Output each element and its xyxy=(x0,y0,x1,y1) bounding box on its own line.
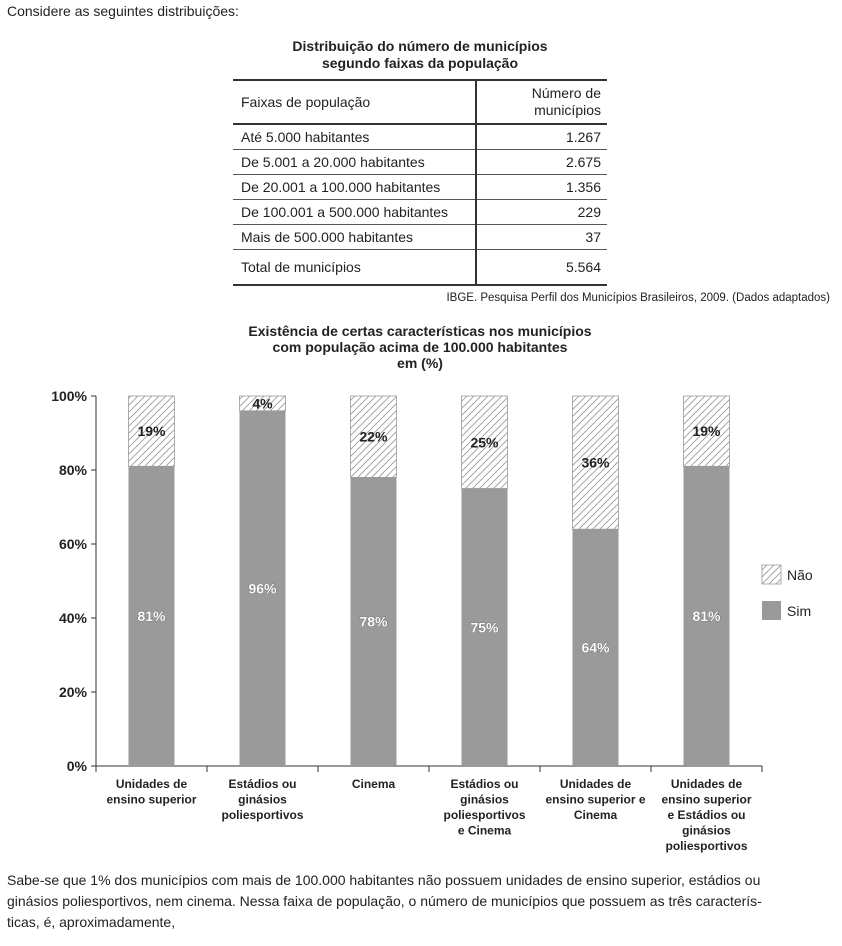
table-row: De 5.001 a 20.000 habitantes 2.675 xyxy=(233,149,607,175)
chart-title-line1: Existência de certas características nos… xyxy=(248,323,592,339)
row-value: 2.675 xyxy=(476,149,607,175)
table-row: Mais de 500.000 habitantes 37 xyxy=(233,224,607,250)
legend-swatch-sim xyxy=(762,601,781,620)
data-label-sim: 81% xyxy=(137,608,166,624)
bar-nao-5 xyxy=(572,395,619,530)
chart-title-line2: com população acima de 100.000 habitante… xyxy=(272,339,568,355)
data-label-sim: 81% xyxy=(692,608,721,624)
distribution-table: Faixas de população Número de municípios… xyxy=(233,79,607,286)
bar-sim-4 xyxy=(461,488,508,766)
chart-title-line3: em (%) xyxy=(397,355,443,371)
data-label-sim: 64% xyxy=(581,640,610,656)
table-title-line2: segundo faixas da população xyxy=(321,55,519,71)
bar-nao-4 xyxy=(461,395,508,489)
bar-sim-5 xyxy=(572,529,619,766)
bar-nao-3 xyxy=(350,395,397,478)
bar-nao-6 xyxy=(683,395,730,467)
category-label: poliesportivos xyxy=(665,839,747,853)
category-label: poliesportivos xyxy=(221,808,303,822)
question-text: Sabe-se que 1% dos municípios com mais d… xyxy=(7,870,837,933)
category-label: ensino superior xyxy=(106,793,196,807)
data-label-nao: 19% xyxy=(692,423,721,439)
data-label-sim: 78% xyxy=(359,614,388,630)
col-header-numero-line2: municípios xyxy=(534,102,601,118)
stacked-bar-chart: 0% 20% 40% 60% 80% 100% 81% 19% Unidades de ensin… xyxy=(51,388,813,853)
table-header-row: Faixas de população Número de municípios xyxy=(233,79,607,125)
data-label-sim: 96% xyxy=(248,580,277,596)
category-label: e Estádios ou xyxy=(667,808,745,822)
table-row: Até 5.000 habitantes 1.267 xyxy=(233,124,607,150)
data-label-nao: 25% xyxy=(470,434,499,450)
data-label-nao: 36% xyxy=(581,455,610,471)
table-title-line1: Distribuição do número de municípios xyxy=(292,38,548,54)
bar-sim-6 xyxy=(683,466,730,766)
bar-sim-3 xyxy=(350,477,397,766)
row-label: De 100.001 a 500.000 habitantes xyxy=(233,199,477,225)
category-label: Unidades de xyxy=(560,777,632,791)
question-line2: ginásios poliesportivos, nem cinema. Nes… xyxy=(7,893,762,909)
y-tick-label: 0% xyxy=(67,758,88,774)
category-label: ginásios xyxy=(682,824,731,838)
table-row: De 100.001 a 500.000 habitantes 229 xyxy=(233,199,607,225)
category-label: ginásios xyxy=(460,793,509,807)
col-header-numero: Número de municípios xyxy=(476,79,607,125)
y-tick-label: 40% xyxy=(59,610,88,626)
col-header-numero-line1: Número de xyxy=(531,85,601,101)
category-label: Unidades de xyxy=(671,777,743,791)
y-tick-label: 20% xyxy=(59,684,88,700)
data-label-sim: 75% xyxy=(470,619,499,635)
category-label: ensino superior xyxy=(661,793,751,807)
category-label: poliesportivos xyxy=(443,808,525,822)
y-tick-label: 100% xyxy=(51,388,87,404)
row-label: De 5.001 a 20.000 habitantes xyxy=(233,149,477,175)
table-row: De 20.001 a 100.000 habitantes 1.356 xyxy=(233,174,607,200)
question-line3: ticas, é, aproximadamente, xyxy=(7,914,176,930)
intro-text: Considere as seguintes distribuições: xyxy=(7,3,239,19)
data-label-nao: 4% xyxy=(252,395,273,411)
total-value: 5.564 xyxy=(476,249,607,286)
category-label: ensino superior e xyxy=(545,793,645,807)
legend-swatch-nao xyxy=(761,564,782,585)
table-title: Distribuição do número de municípios seg… xyxy=(220,38,620,72)
category-label: Estádios ou xyxy=(228,777,296,791)
col-header-faixas: Faixas de população xyxy=(233,79,477,125)
table-source: IBGE. Pesquisa Perfil dos Municípios Bra… xyxy=(446,292,830,304)
data-label-nao: 22% xyxy=(359,429,388,445)
bar-sim-2 xyxy=(239,410,286,766)
legend-label-nao: Não xyxy=(787,567,813,583)
y-tick-label: 80% xyxy=(59,462,88,478)
bar-sim-1 xyxy=(128,466,175,766)
category-label: ginásios xyxy=(238,793,287,807)
row-label: Mais de 500.000 habitantes xyxy=(233,224,477,250)
row-label: Até 5.000 habitantes xyxy=(233,124,477,150)
category-label: Cinema xyxy=(352,777,396,791)
table-total-row: Total de municípios 5.564 xyxy=(233,249,607,286)
row-value: 1.267 xyxy=(476,124,607,150)
legend-label-sim: Sim xyxy=(787,603,811,619)
row-value: 37 xyxy=(476,224,607,250)
y-tick-label: 60% xyxy=(59,536,88,552)
category-label: Cinema xyxy=(574,808,618,822)
total-label: Total de municípios xyxy=(233,249,477,286)
category-label: Unidades de xyxy=(116,777,188,791)
bar-nao-1 xyxy=(128,395,175,467)
row-value: 229 xyxy=(476,199,607,225)
category-label: e Cinema xyxy=(458,824,512,838)
category-label: Estádios ou xyxy=(450,777,518,791)
bar-nao-2 xyxy=(239,395,286,412)
data-label-nao: 19% xyxy=(137,423,166,439)
chart-title: Existência de certas características nos… xyxy=(160,323,680,371)
question-line1: Sabe-se que 1% dos municípios com mais d… xyxy=(7,872,761,888)
row-value: 1.356 xyxy=(476,174,607,200)
row-label: De 20.001 a 100.000 habitantes xyxy=(233,174,477,200)
